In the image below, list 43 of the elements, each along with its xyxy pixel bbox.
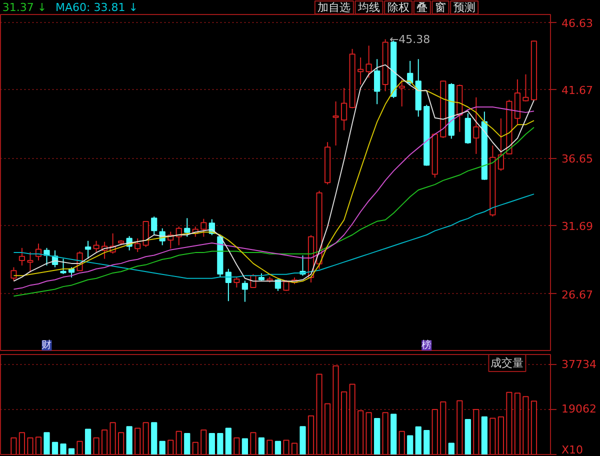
candlestick — [10, 266, 17, 282]
text: 叠 — [416, 1, 428, 14]
candlestick — [184, 218, 190, 238]
candlestick — [332, 100, 339, 146]
y-tick-label: 46.63 — [562, 16, 593, 30]
candlestick — [93, 240, 100, 253]
candlestick — [242, 280, 248, 302]
y-tick-label: 26.67 — [562, 288, 593, 302]
candlestick — [200, 218, 207, 238]
candlestick — [18, 247, 26, 266]
y-tick-label: 37734 — [562, 358, 596, 372]
candlestick — [27, 252, 34, 273]
candlestick — [522, 74, 529, 102]
candlestick — [84, 240, 92, 260]
y-tick-label: 41.67 — [562, 84, 593, 98]
candlestick — [366, 45, 372, 78]
text: 均线 — [357, 1, 380, 14]
candlestick — [374, 58, 380, 105]
chart-title: 成交量 — [490, 356, 524, 370]
text: 加自选 — [318, 1, 351, 14]
annotation: 财 — [42, 339, 52, 352]
candlestick — [134, 238, 141, 253]
candlestick — [142, 221, 149, 248]
candlestick — [151, 216, 158, 236]
annotation: ←45.38 — [389, 32, 430, 46]
candlestick — [358, 56, 364, 86]
text: 31.37 ↓ — [2, 1, 47, 14]
text: 窗 — [435, 1, 446, 14]
text: 除权 — [387, 1, 410, 14]
text: 预测 — [453, 1, 476, 14]
y-tick-label: X10 — [562, 444, 584, 456]
y-tick-label: 19062 — [562, 402, 596, 416]
candlestick — [398, 78, 405, 107]
y-tick-label: 31.69 — [562, 220, 593, 233]
candlestick — [60, 258, 66, 275]
candlestick — [340, 87, 348, 131]
annotation: 榜 — [422, 339, 432, 352]
candlestick — [498, 118, 504, 172]
candlestick — [234, 276, 240, 288]
candlestick — [473, 96, 480, 154]
candlestick — [283, 280, 290, 292]
text: MA60: 33.81 ↓ — [56, 1, 138, 14]
y-tick-label: 36.65 — [562, 152, 593, 166]
